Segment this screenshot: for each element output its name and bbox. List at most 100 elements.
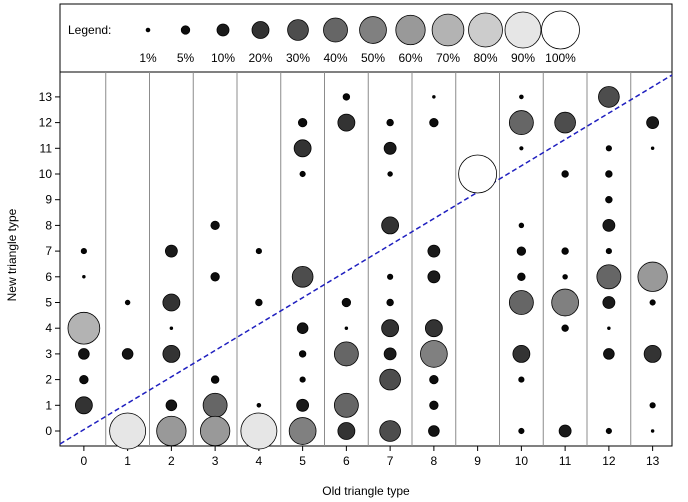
bubble bbox=[337, 113, 356, 132]
y-tick-label: 13 bbox=[39, 90, 53, 104]
bubble bbox=[162, 293, 181, 312]
legend-marker bbox=[431, 13, 465, 47]
x-axis-label: Old triangle type bbox=[322, 484, 410, 498]
bubble bbox=[165, 399, 178, 412]
x-tick-label: 13 bbox=[646, 454, 660, 468]
bubble bbox=[429, 117, 439, 128]
bubble bbox=[80, 248, 87, 255]
y-tick-label: 12 bbox=[39, 116, 53, 130]
y-tick-label: 11 bbox=[40, 141, 53, 155]
legend-marker bbox=[504, 11, 542, 49]
bubble bbox=[518, 376, 525, 383]
bubble bbox=[508, 110, 534, 136]
legend-marker bbox=[468, 12, 503, 48]
bubble bbox=[605, 427, 612, 435]
bubble bbox=[164, 244, 178, 258]
bubble bbox=[202, 392, 228, 418]
bubble bbox=[427, 244, 441, 258]
bubble bbox=[649, 299, 656, 306]
bubble bbox=[342, 93, 351, 101]
bubble bbox=[78, 348, 90, 360]
bubble bbox=[428, 425, 440, 437]
legend-label: 10% bbox=[211, 51, 235, 65]
bubble bbox=[124, 299, 131, 306]
legend-marker bbox=[395, 14, 426, 46]
bubble bbox=[387, 171, 393, 177]
bubble bbox=[607, 326, 611, 330]
bubble bbox=[169, 326, 174, 330]
bubble bbox=[643, 345, 662, 363]
bubble bbox=[344, 326, 349, 330]
bubble bbox=[79, 374, 89, 385]
legend-label: 5% bbox=[177, 51, 195, 65]
bubble bbox=[210, 272, 220, 282]
x-tick-label: 7 bbox=[387, 454, 394, 468]
legend-label: 20% bbox=[248, 51, 272, 65]
bubble bbox=[67, 311, 101, 345]
legend-marker bbox=[216, 23, 230, 37]
bubble bbox=[596, 264, 622, 290]
legend: Legend: 1% 5% 10% 20% 30% 40% 50% 60% 70% 80% 90% 10… bbox=[59, 3, 673, 73]
bubble bbox=[255, 298, 263, 307]
x-tick-label: 4 bbox=[256, 454, 263, 468]
bubble bbox=[341, 297, 352, 308]
x-tick-label: 1 bbox=[124, 454, 131, 468]
bubble bbox=[602, 296, 616, 309]
bubble bbox=[156, 415, 187, 447]
legend-marker bbox=[251, 21, 270, 39]
bubble bbox=[605, 170, 613, 178]
bubble bbox=[554, 111, 576, 134]
legend-marker bbox=[359, 16, 387, 44]
bubble bbox=[74, 396, 93, 415]
bubble bbox=[296, 398, 310, 412]
bubble bbox=[561, 170, 569, 178]
y-tick-label: 5 bbox=[45, 296, 52, 310]
legend-label: 70% bbox=[436, 51, 460, 65]
bubble bbox=[551, 288, 579, 317]
bubble bbox=[210, 220, 220, 231]
x-tick-label: 10 bbox=[515, 454, 529, 468]
bubble bbox=[432, 95, 436, 99]
x-tick-label: 6 bbox=[343, 454, 350, 468]
bubble bbox=[603, 348, 615, 360]
bubble bbox=[298, 350, 307, 358]
bubble bbox=[605, 196, 613, 204]
x-tick-label: 12 bbox=[602, 454, 616, 468]
bubble bbox=[297, 117, 308, 128]
bubble bbox=[333, 341, 359, 367]
bubble bbox=[519, 146, 524, 151]
bubble bbox=[379, 368, 401, 391]
bubble bbox=[121, 348, 134, 360]
bubble bbox=[518, 222, 525, 229]
bubble bbox=[293, 139, 312, 158]
bubble bbox=[200, 415, 231, 447]
plot-border bbox=[59, 71, 673, 447]
bubble bbox=[650, 146, 655, 151]
bubble bbox=[602, 218, 616, 232]
y-tick-label: 10 bbox=[39, 167, 53, 181]
bubble bbox=[386, 298, 394, 307]
legend-label: 90% bbox=[511, 51, 535, 65]
bubble bbox=[288, 417, 317, 445]
legend-marker bbox=[145, 27, 151, 33]
bubble bbox=[508, 290, 534, 315]
bubble bbox=[387, 273, 394, 280]
bubble bbox=[561, 324, 569, 332]
y-tick-label: 2 bbox=[45, 373, 52, 387]
bubble bbox=[162, 345, 181, 363]
bubble bbox=[519, 94, 524, 100]
bubble bbox=[210, 375, 220, 384]
legend-title: Legend: bbox=[68, 23, 111, 37]
bubble bbox=[381, 319, 400, 338]
x-tick-label: 5 bbox=[299, 454, 306, 468]
y-tick-label: 9 bbox=[45, 193, 52, 207]
bubble bbox=[256, 402, 262, 408]
bubble bbox=[562, 274, 568, 280]
bubble bbox=[299, 170, 306, 178]
legend-marker bbox=[180, 25, 191, 35]
bubble bbox=[518, 427, 525, 435]
y-tick-label: 3 bbox=[45, 347, 52, 361]
y-tick-label: 7 bbox=[45, 244, 52, 258]
legend-label: 60% bbox=[398, 51, 422, 65]
